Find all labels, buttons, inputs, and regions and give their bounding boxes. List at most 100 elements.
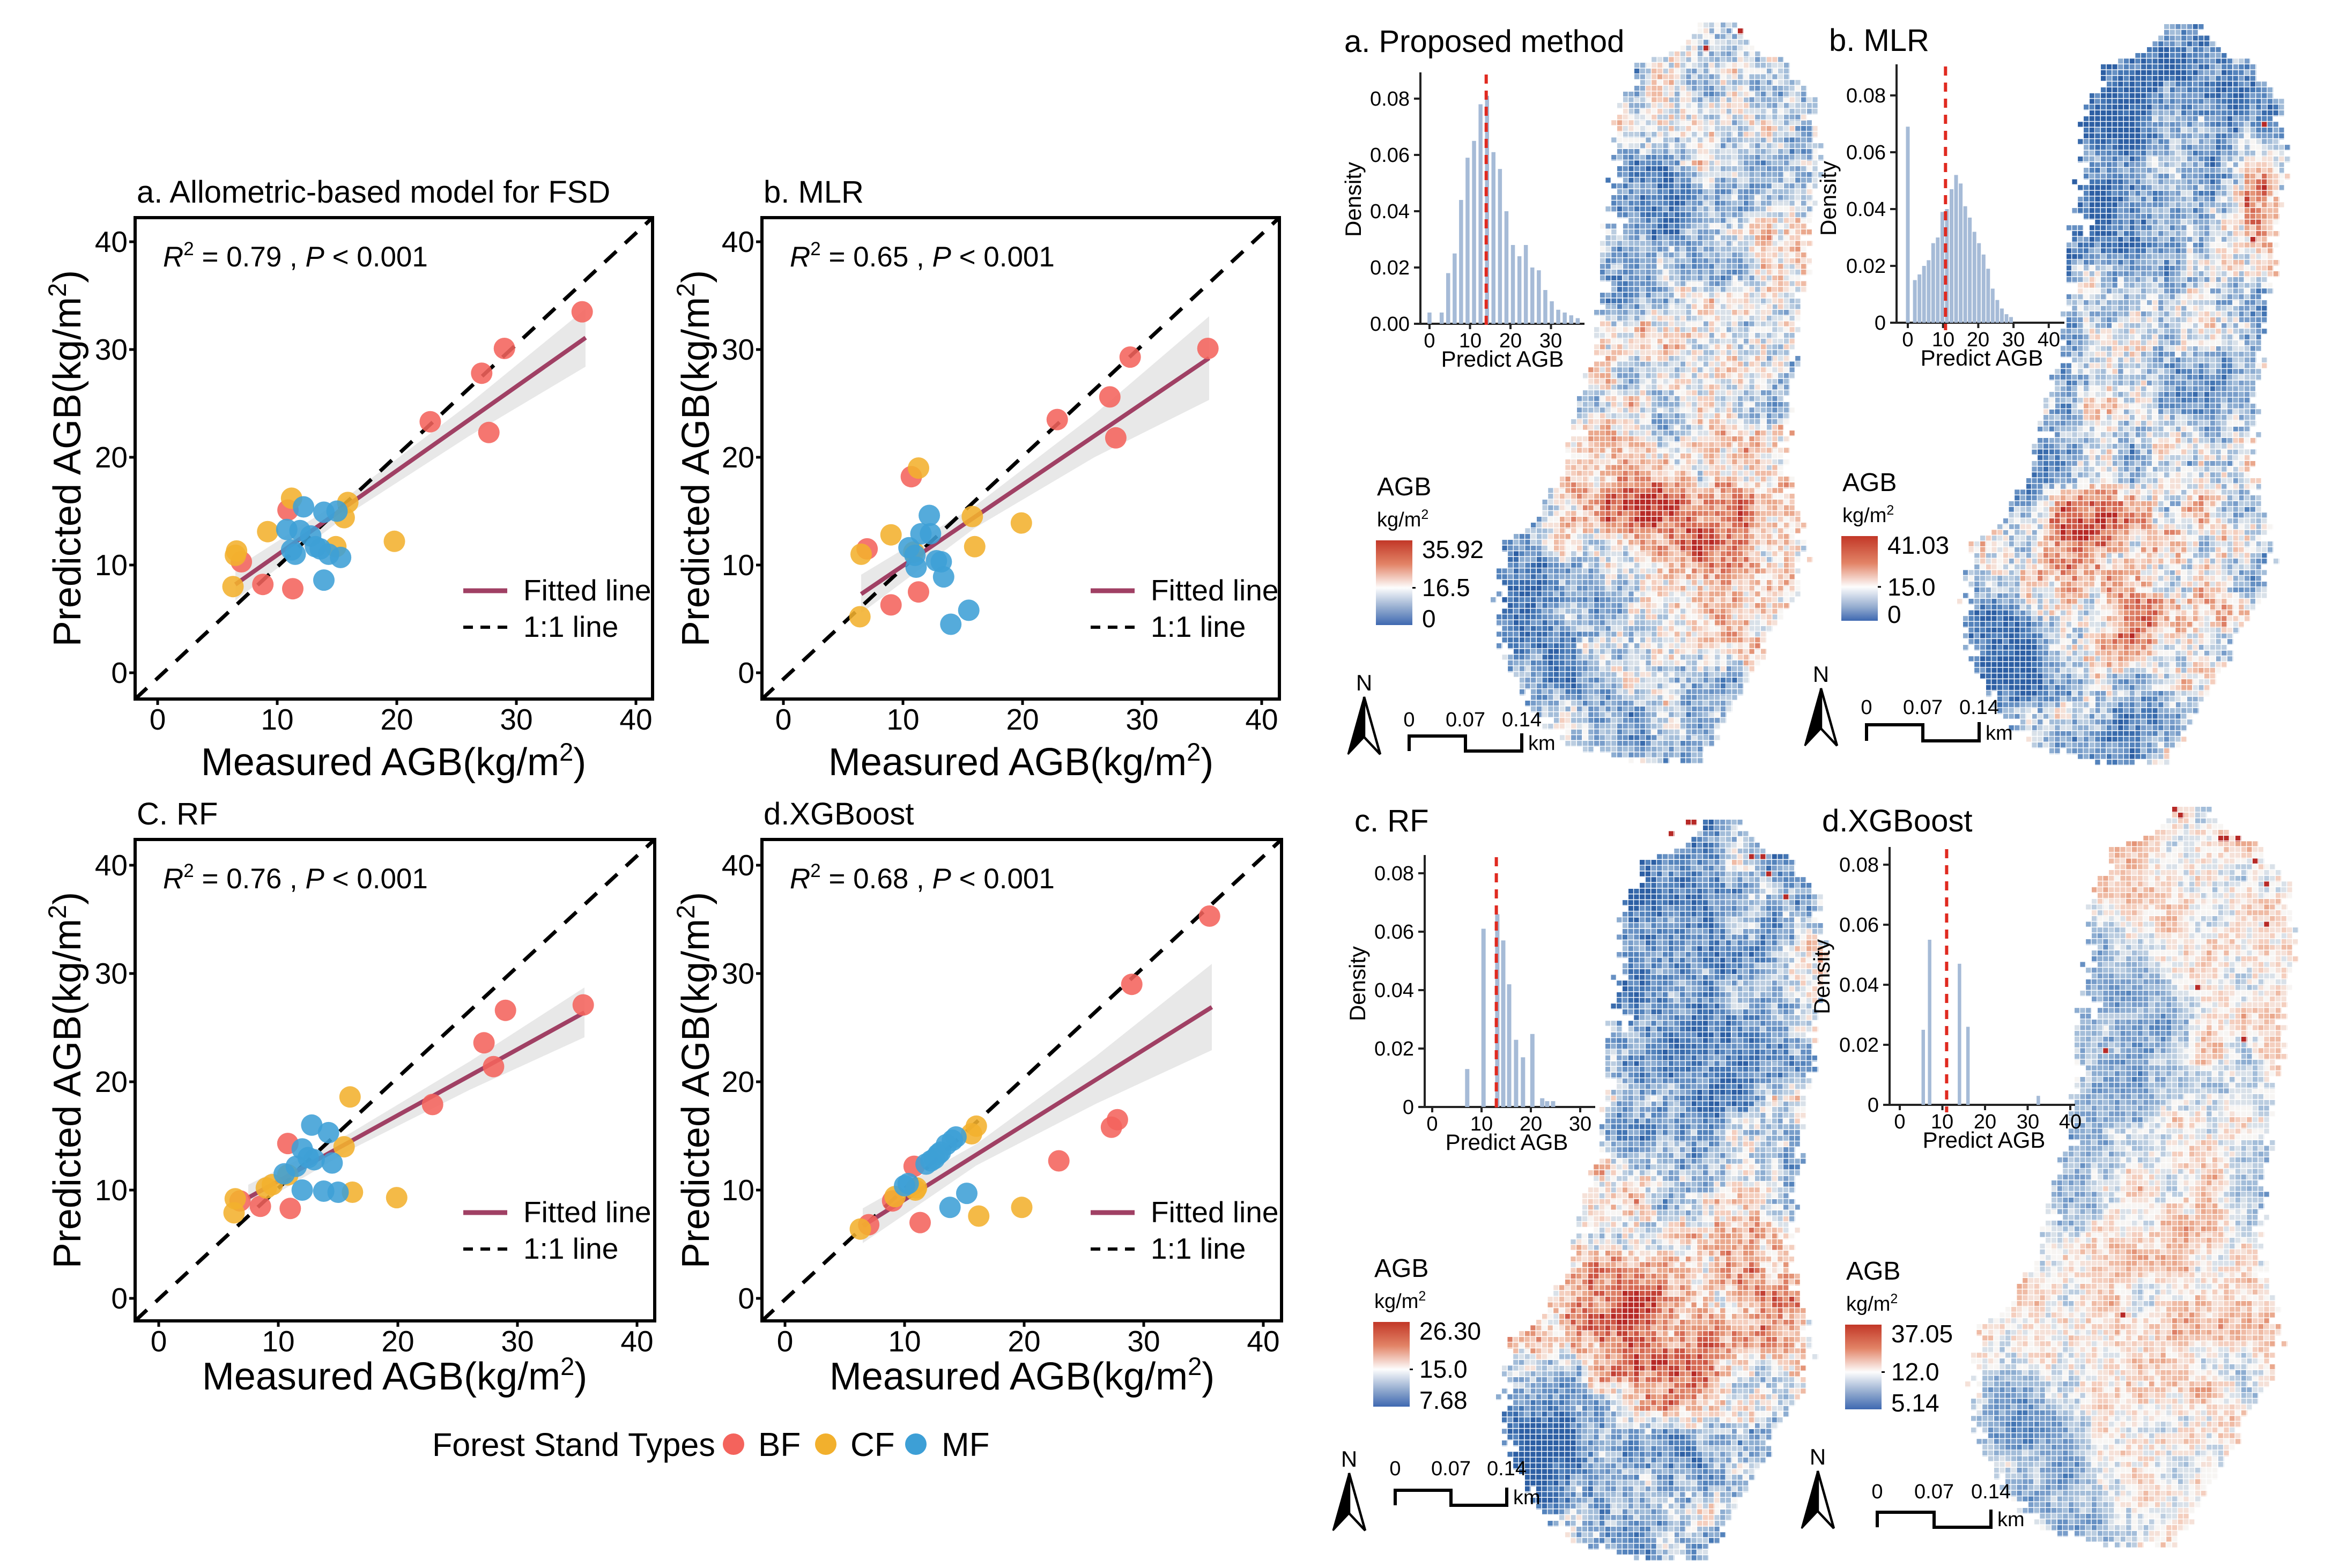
- svg-text:30: 30: [2017, 1111, 2039, 1133]
- svg-text:10: 10: [1932, 329, 1954, 351]
- svg-text:0: 0: [777, 1325, 794, 1358]
- svg-text:30: 30: [722, 333, 754, 366]
- svg-text:Density: Density: [1341, 162, 1366, 237]
- svg-text:30: 30: [500, 703, 532, 736]
- svg-text:Predict AGB: Predict AGB: [1923, 1127, 2046, 1153]
- svg-text:N: N: [1356, 670, 1372, 695]
- svg-text:40: 40: [620, 1325, 653, 1358]
- svg-text:0.14: 0.14: [1502, 709, 1542, 731]
- svg-text:C. RF: C. RF: [137, 797, 218, 831]
- svg-text:0.02: 0.02: [1846, 255, 1886, 278]
- svg-text:0: 0: [111, 656, 128, 689]
- svg-text:20: 20: [95, 441, 128, 474]
- svg-text:0: 0: [1875, 312, 1886, 335]
- svg-text:b. MLR: b. MLR: [764, 175, 864, 210]
- svg-text:0.07: 0.07: [1914, 1481, 1954, 1503]
- svg-text:a. Allometric-based model for: a. Allometric-based model for FSD: [137, 175, 610, 210]
- svg-text:0.07: 0.07: [1446, 709, 1485, 731]
- svg-text:Predict AGB: Predict AGB: [1921, 345, 2043, 370]
- svg-text:0.04: 0.04: [1374, 979, 1414, 1002]
- svg-text:10: 10: [722, 1173, 754, 1207]
- svg-text:10: 10: [888, 1325, 921, 1358]
- svg-text:AGB: AGB: [1377, 473, 1431, 501]
- svg-text:7.68: 7.68: [1419, 1386, 1468, 1414]
- svg-text:0: 0: [151, 1325, 167, 1358]
- svg-text:Forest Stand Types: Forest Stand Types: [432, 1426, 715, 1463]
- svg-text:30: 30: [501, 1325, 534, 1358]
- svg-text:20: 20: [380, 703, 413, 736]
- svg-text:20: 20: [1520, 1113, 1542, 1135]
- svg-text:20: 20: [722, 441, 754, 474]
- svg-text:10: 10: [261, 703, 293, 736]
- svg-text:5.14: 5.14: [1891, 1389, 1939, 1417]
- svg-text:1:1 line: 1:1 line: [523, 1232, 618, 1265]
- svg-text:kg/m2: kg/m2: [1377, 507, 1428, 531]
- svg-text:0: 0: [1902, 329, 1913, 351]
- svg-text:0.08: 0.08: [1374, 863, 1414, 885]
- svg-text:N: N: [1341, 1446, 1357, 1472]
- svg-text:Predict AGB: Predict AGB: [1441, 346, 1564, 371]
- svg-text:km: km: [1986, 722, 2013, 745]
- svg-text:0.14: 0.14: [1959, 696, 1999, 719]
- svg-text:Measured AGB(kg/m2): Measured AGB(kg/m2): [830, 1352, 1215, 1398]
- svg-text:40: 40: [95, 849, 128, 882]
- svg-text:0.04: 0.04: [1370, 200, 1410, 223]
- svg-text:0.02: 0.02: [1370, 257, 1410, 279]
- svg-text:0.06: 0.06: [1846, 142, 1886, 164]
- svg-text:0.02: 0.02: [1374, 1038, 1414, 1060]
- svg-text:R2 = 0.79 , P < 0.001: R2 = 0.79 , P < 0.001: [163, 239, 428, 273]
- svg-text:km: km: [1513, 1487, 1541, 1509]
- svg-text:16.5: 16.5: [1422, 574, 1470, 601]
- svg-text:40: 40: [619, 703, 652, 736]
- svg-text:30: 30: [1539, 330, 1562, 352]
- svg-text:20: 20: [1006, 703, 1039, 736]
- svg-text:Predict AGB: Predict AGB: [1446, 1129, 1568, 1155]
- svg-text:0: 0: [1871, 1481, 1883, 1503]
- svg-text:30: 30: [1127, 1325, 1160, 1358]
- svg-text:10: 10: [722, 548, 754, 582]
- svg-text:40: 40: [722, 849, 754, 882]
- svg-text:0: 0: [1894, 1111, 1905, 1133]
- svg-text:Fitted line: Fitted line: [523, 1195, 651, 1229]
- svg-text:0.08: 0.08: [1846, 85, 1886, 107]
- svg-text:Predicted AGB(kg/m2): Predicted AGB(kg/m2): [43, 270, 89, 646]
- svg-text:30: 30: [95, 333, 128, 366]
- svg-text:0: 0: [1422, 605, 1436, 633]
- svg-text:Predicted AGB(kg/m2): Predicted AGB(kg/m2): [671, 270, 717, 646]
- svg-text:Fitted line: Fitted line: [1151, 574, 1278, 607]
- svg-text:10: 10: [262, 1325, 294, 1358]
- svg-text:20: 20: [1967, 329, 1989, 351]
- svg-text:40: 40: [1245, 703, 1278, 736]
- svg-text:0.14: 0.14: [1971, 1481, 2011, 1503]
- svg-text:37.05: 37.05: [1891, 1320, 1953, 1348]
- svg-text:AGB: AGB: [1374, 1254, 1428, 1283]
- svg-text:15.0: 15.0: [1419, 1355, 1468, 1383]
- svg-text:Measured AGB(kg/m2): Measured AGB(kg/m2): [201, 738, 586, 784]
- svg-text:35.92: 35.92: [1422, 536, 1484, 563]
- svg-text:0: 0: [1403, 709, 1415, 731]
- svg-text:d.XGBoost: d.XGBoost: [1822, 804, 1972, 838]
- svg-text:10: 10: [1459, 330, 1482, 352]
- svg-text:30: 30: [1125, 703, 1158, 736]
- svg-text:km: km: [1997, 1508, 2025, 1531]
- svg-text:10: 10: [886, 703, 919, 736]
- svg-text:0: 0: [1887, 600, 1901, 628]
- svg-text:BF: BF: [758, 1426, 801, 1463]
- svg-text:kg/m2: kg/m2: [1846, 1291, 1898, 1316]
- svg-text:Density: Density: [1345, 946, 1370, 1021]
- svg-text:Fitted line: Fitted line: [1151, 1195, 1278, 1229]
- svg-text:0.08: 0.08: [1839, 854, 1879, 876]
- svg-text:1:1 line: 1:1 line: [1151, 610, 1246, 643]
- svg-text:20: 20: [1974, 1111, 1996, 1133]
- svg-text:10: 10: [95, 1173, 128, 1207]
- svg-text:R2 = 0.65 , P < 0.001: R2 = 0.65 , P < 0.001: [790, 239, 1055, 273]
- svg-text:0: 0: [1389, 1458, 1401, 1480]
- svg-text:0.02: 0.02: [1839, 1034, 1879, 1057]
- svg-text:0: 0: [738, 656, 754, 689]
- svg-text:Fitted line: Fitted line: [523, 574, 651, 607]
- svg-text:Measured AGB(kg/m2): Measured AGB(kg/m2): [828, 738, 1213, 784]
- svg-text:0: 0: [738, 1282, 754, 1315]
- svg-text:40: 40: [95, 225, 128, 258]
- svg-text:20: 20: [95, 1065, 128, 1098]
- svg-text:0: 0: [111, 1282, 128, 1315]
